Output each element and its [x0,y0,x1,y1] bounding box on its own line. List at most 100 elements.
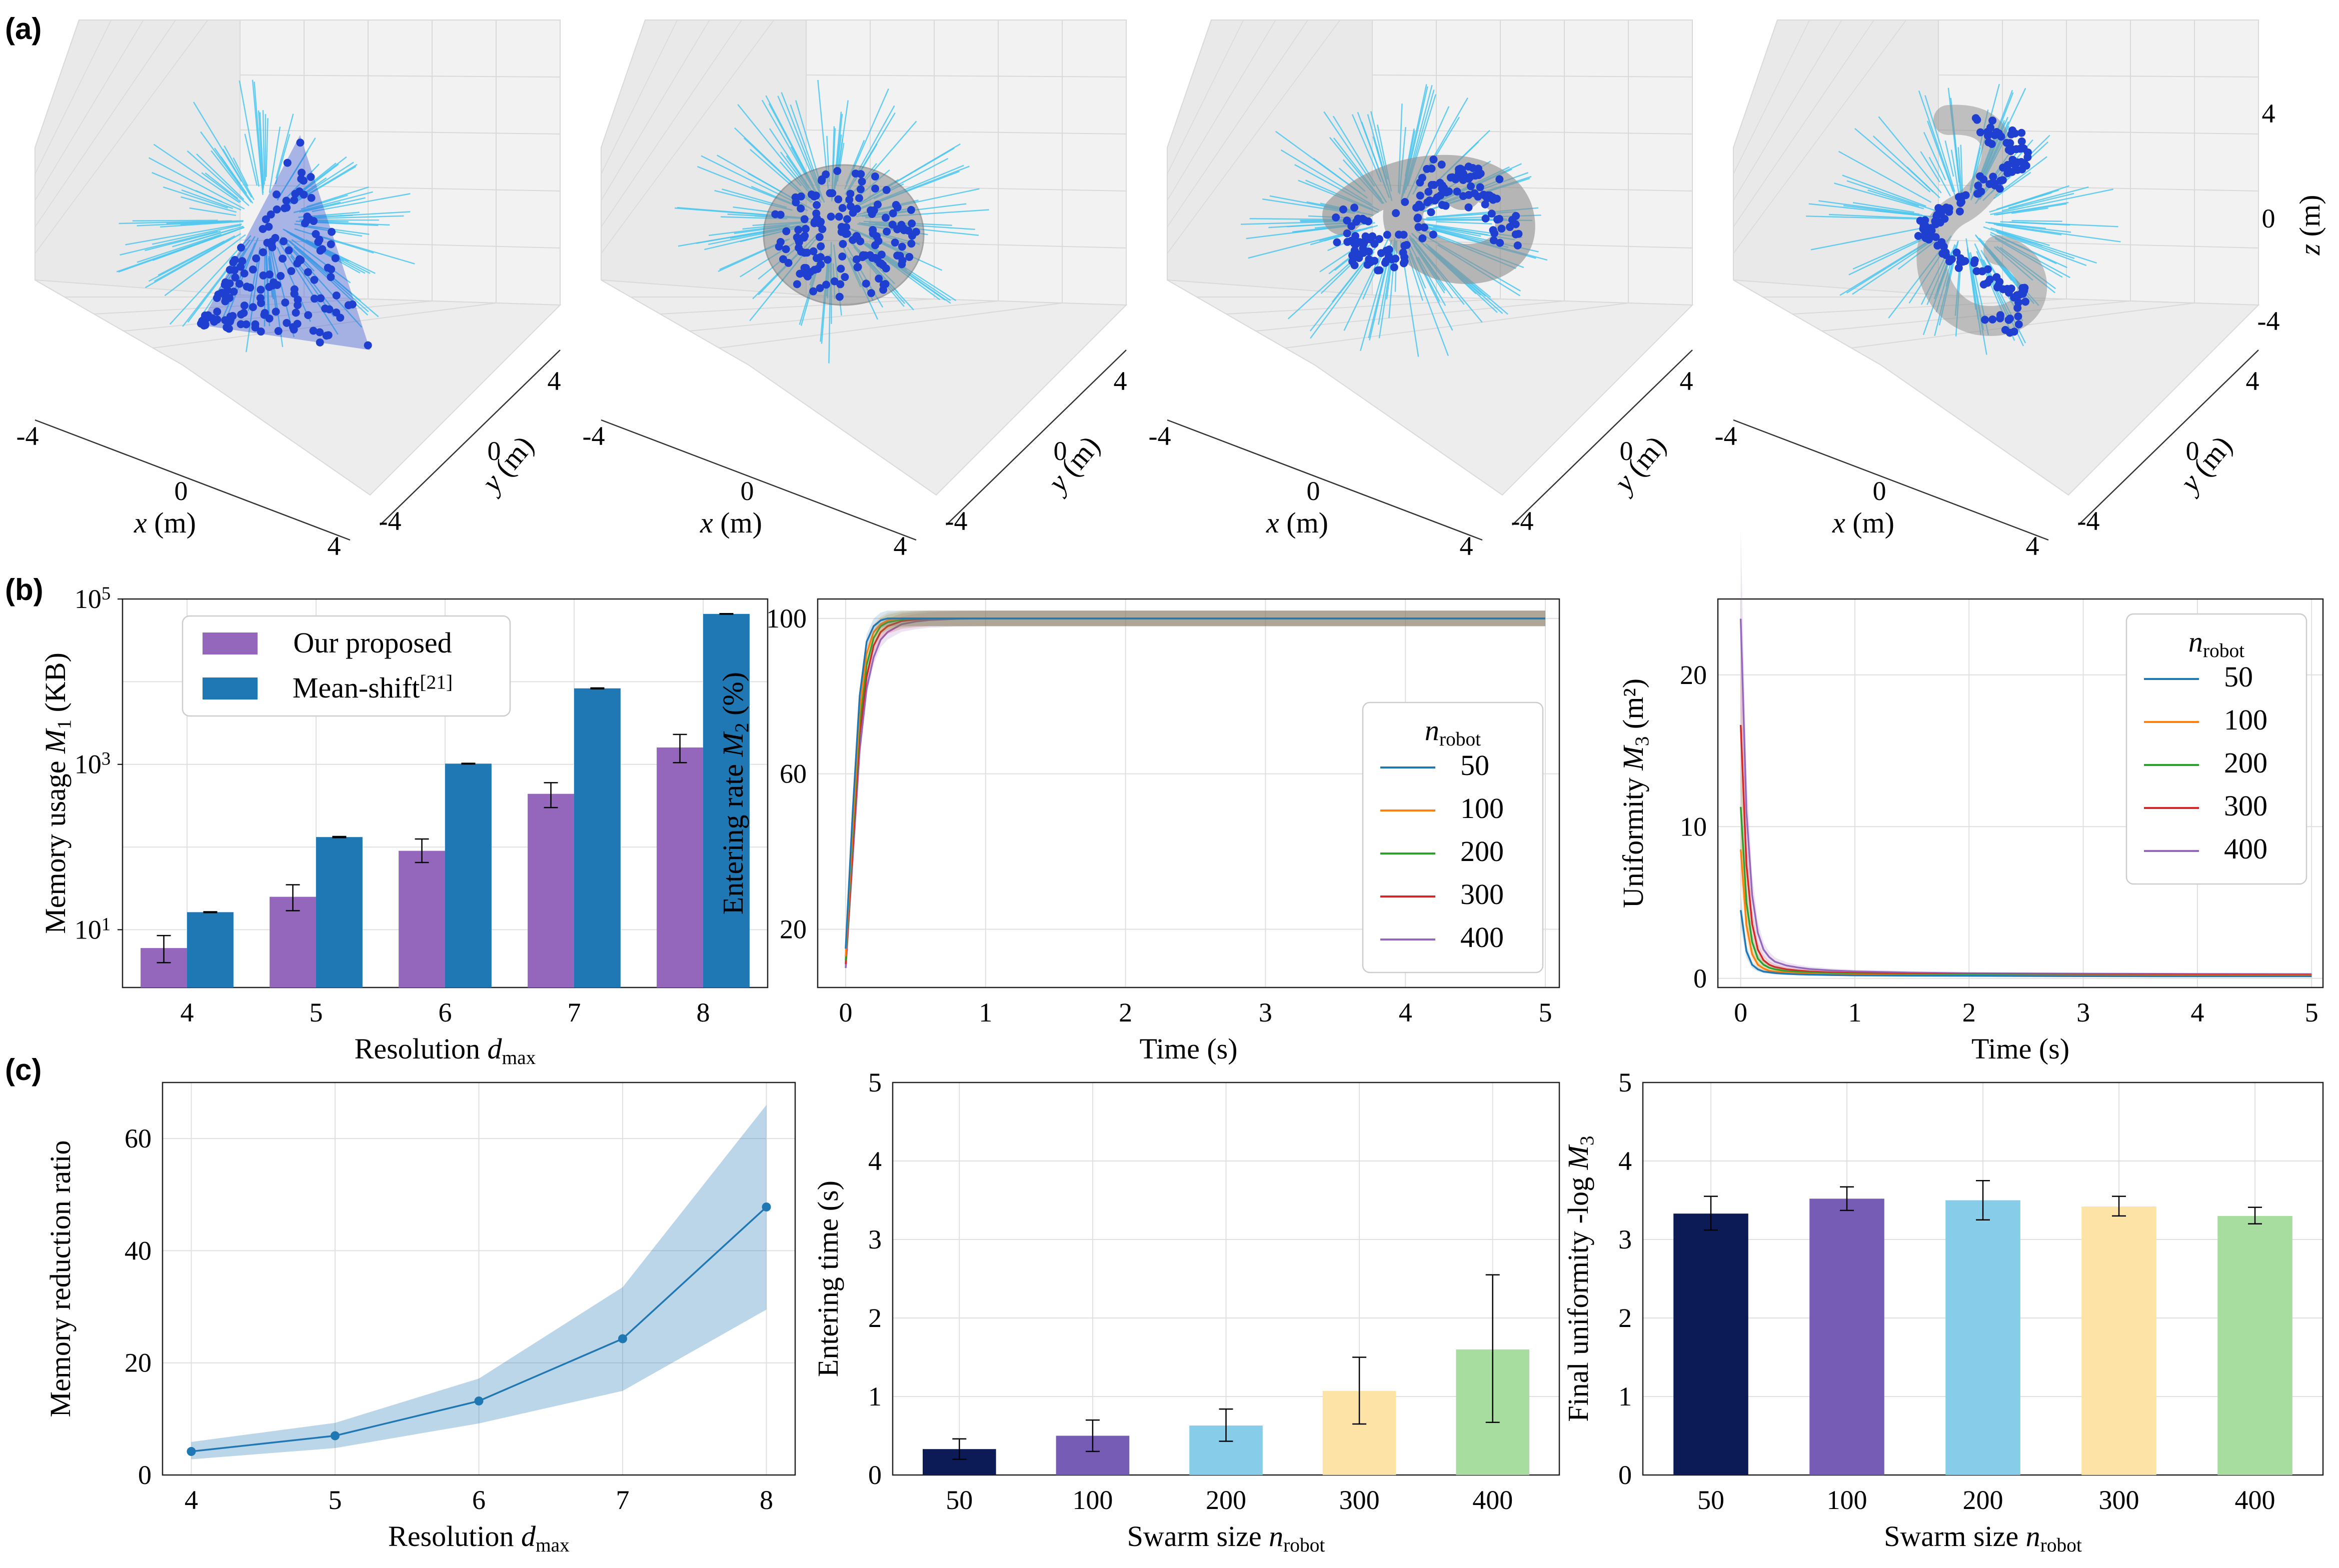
robot-dot [1490,229,1499,238]
robot-dot [1941,248,1950,256]
robot-dot [1973,116,1981,124]
y-tick-label: 3 [1618,1224,1632,1254]
robot-dot [793,280,801,288]
y-axis-line [946,350,1127,526]
robot-dot [907,206,915,214]
x-tick-label: 300 [2099,1485,2139,1515]
robot-dot [257,328,265,336]
robot-dot [874,237,883,246]
x-tick-label: 5 [2305,998,2318,1028]
robot-dot [267,210,275,218]
robot-dot [1392,209,1400,218]
grid-line [240,130,561,134]
robot-dot [1976,128,1984,136]
grid-line [1167,20,1276,201]
robot-dot [2017,128,2026,137]
robot-trajectory [2008,186,2089,209]
uniformity-frame [1717,598,2324,988]
robot-dot [1414,223,1423,232]
figure-eight-surface [1916,104,2047,336]
robot-dot [257,299,265,308]
robot-dot [834,195,843,204]
y-tick-label: 4 [2246,366,2259,396]
legend-title: nrobot [1425,714,1481,750]
robot-dot [800,215,809,224]
robot-dot [912,228,920,236]
robot-dot [881,214,890,222]
robot-dot [1395,230,1403,239]
x-tick-label: 200 [1963,1485,2003,1515]
robot-trajectory [158,240,225,276]
robot-trajectory [2007,189,2059,207]
robot-dot [1979,175,1988,184]
robot-dot [2018,165,2026,174]
robot-dot [849,208,857,217]
robot-dot [261,308,269,317]
y-axis-label: Memory usage M1 (KB) [39,652,75,934]
y-tick-label: 0 [1054,436,1067,466]
robot-dot [1468,164,1477,172]
robot-dot [252,254,261,262]
robot-dot [908,220,916,228]
robot-dot [1446,174,1455,182]
robot-dot [794,226,803,234]
robot-dot [877,260,885,268]
bar-300 [2081,1206,2156,1475]
robot-trajectory [200,131,254,204]
robot-trajectory [181,189,234,210]
robot-dot [818,225,827,234]
robot-dot [292,308,300,317]
robot-dot [813,214,821,222]
robot-dot [797,192,805,200]
robot-trajectory [118,226,245,273]
robot-dot [214,290,223,298]
z-tick-label: 4 [2262,98,2275,128]
x-tick-label: 100 [1827,1485,1867,1515]
robot-dot [259,224,267,233]
x-axis-line [601,419,917,541]
x-tick-label: 4 [2026,531,2039,561]
robot-dot [1495,175,1504,184]
robot-trajectory [1878,116,1942,194]
robot-dot [2021,298,2029,306]
robot-trajectory [1310,251,1375,339]
robot-dot [1383,230,1391,239]
x-tick-label: -4 [17,421,39,451]
robot-dot [1985,180,1994,188]
robot-trajectory [244,134,258,186]
grid-line [1255,300,1565,332]
robot-trajectory [1920,151,1940,182]
bar-mean-shift [445,764,492,988]
robot-dot [1988,116,1997,125]
robot-dot [230,288,238,296]
y-tick-label: 4 [1114,366,1127,396]
robot-dot [782,245,790,254]
y-tick-label: 0 [868,1460,882,1490]
y-axis-line [2078,350,2259,526]
x-tick-label: 8 [760,1485,773,1515]
y-tick-label: 4 [1618,1146,1632,1176]
trefoil-surface [1322,154,1535,284]
grid-line [240,184,561,192]
grid-line [1226,298,1501,314]
grid-line [240,74,561,78]
robot-dot [262,215,270,224]
robot-dot [225,294,234,302]
robot-dot [281,298,290,307]
y-axis-line [1512,350,1693,526]
robot-trajectory [1852,202,1914,213]
robot-trajectory [269,126,281,193]
grid-line [689,300,999,332]
robot-dot [249,303,257,312]
x-tick-label: 6 [472,1485,486,1515]
robot-trajectory [160,220,244,228]
robot-trajectory [1990,188,2113,216]
robot-dot [2020,284,2029,292]
robot-dot [837,222,846,231]
x-axis-label: x (m) [700,506,762,539]
robot-dot [800,234,808,242]
robot-dot [1365,255,1373,264]
bar-100 [1809,1198,1884,1475]
